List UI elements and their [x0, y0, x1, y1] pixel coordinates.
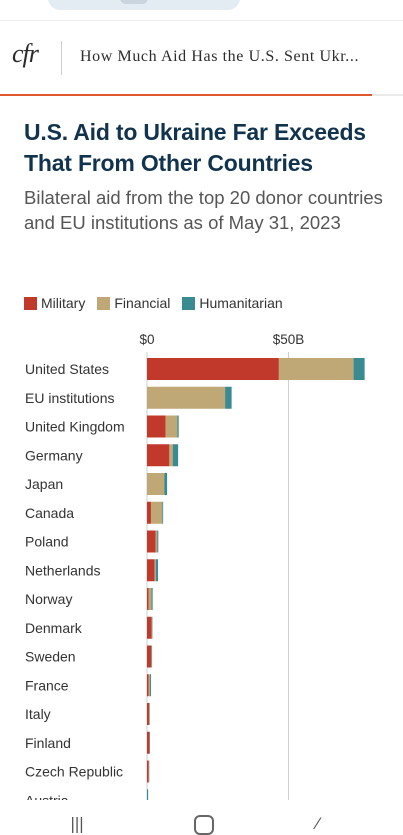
- bar-segment-military: [147, 646, 151, 668]
- reading-progress-bar: [0, 94, 372, 96]
- bar-segment-humanitarian: [152, 646, 153, 668]
- legend-swatch-military: [24, 297, 37, 310]
- logo-divider: [61, 41, 62, 75]
- bar-segment-humanitarian: [173, 444, 178, 466]
- bar-segment-financial: [147, 473, 164, 495]
- bar-segment-humanitarian: [225, 387, 232, 409]
- home-icon[interactable]: [194, 815, 214, 835]
- category-label: Czech Republic: [25, 764, 123, 780]
- bar-segment-financial: [147, 387, 225, 409]
- bar-segment-financial: [279, 358, 354, 380]
- legend-label-financial: Financial: [114, 295, 170, 311]
- bar-segment-financial: [149, 703, 150, 725]
- bar-segment-military: [147, 588, 149, 610]
- article-title[interactable]: How Much Aid Has the U.S. Sent Ukr...: [80, 48, 396, 66]
- category-label: United Kingdom: [25, 419, 125, 435]
- bar-segment-financial: [155, 559, 156, 581]
- legend-item-military: Military: [24, 295, 85, 311]
- bar-segment-humanitarian: [164, 473, 167, 495]
- bar-segment-military: [147, 732, 150, 754]
- reading-progress-track: [372, 94, 403, 96]
- category-label: France: [25, 677, 69, 693]
- category-label: Denmark: [25, 620, 83, 636]
- bar-segment-military: [147, 416, 166, 438]
- url-bar-content: [120, 0, 148, 4]
- stacked-bar-chart: $0 $50B United States EU institutions United…: [0, 322, 403, 800]
- category-label: United States: [25, 361, 109, 377]
- site-header: cfr How Much Aid Has the U.S. Sent Ukr..…: [0, 21, 403, 95]
- legend-item-humanitarian: Humanitarian: [182, 295, 282, 311]
- legend-swatch-humanitarian: [182, 297, 195, 310]
- x-tick-label: $0: [139, 332, 154, 347]
- bar-segment-military: [147, 531, 155, 553]
- x-tick-label: $50B: [273, 332, 305, 347]
- bar-segment-humanitarian: [157, 531, 158, 553]
- bar-segment-humanitarian: [152, 617, 153, 639]
- chart-subtitle: Bilateral aid from the top 20 donor coun…: [24, 186, 384, 235]
- bar-segment-financial: [166, 416, 178, 438]
- bar-segment-humanitarian: [162, 502, 163, 524]
- chart-legend: Military Financial Humanitarian: [24, 294, 295, 312]
- bar-segment-humanitarian: [150, 674, 151, 696]
- category-label: EU institutions: [25, 390, 114, 406]
- category-label: Netherlands: [25, 562, 101, 578]
- legend-label-military: Military: [41, 295, 85, 311]
- legend-item-financial: Financial: [97, 295, 170, 311]
- bar-segment-humanitarian: [152, 588, 153, 610]
- bar-segment-financial: [155, 531, 157, 553]
- chart-title: U.S. Aid to Ukraine Far Exceeds That Fro…: [24, 117, 394, 179]
- category-label: Germany: [25, 447, 83, 463]
- bar-segment-military: [147, 703, 149, 725]
- category-label: Canada: [25, 505, 74, 521]
- bar-segment-military: [147, 617, 152, 639]
- bar-segment-military: [147, 559, 155, 581]
- category-label: Poland: [25, 534, 69, 550]
- category-label: Italy: [25, 706, 51, 722]
- recent-apps-icon[interactable]: |||: [70, 814, 83, 833]
- bar-segment-financial: [149, 588, 152, 610]
- bar-segment-financial: [149, 674, 150, 696]
- bar-segment-military: [147, 444, 169, 466]
- bar-segment-military: [147, 358, 279, 380]
- category-label: Finland: [25, 735, 71, 751]
- bar-segment-humanitarian: [147, 789, 148, 800]
- legend-label-humanitarian: Humanitarian: [199, 295, 282, 311]
- bar-segment-humanitarian: [177, 416, 178, 438]
- bar-segment-financial: [151, 502, 162, 524]
- category-label: Sweden: [25, 649, 76, 665]
- cfr-logo[interactable]: cfr: [12, 39, 38, 69]
- category-label: Norway: [25, 591, 72, 607]
- category-label: Austria: [25, 792, 69, 800]
- bar-segment-military: [147, 502, 151, 524]
- bar-segment-military: [147, 674, 149, 696]
- bar-segment-humanitarian: [156, 559, 158, 581]
- bar-segment-humanitarian: [354, 358, 365, 380]
- legend-swatch-financial: [97, 297, 110, 310]
- bar-segment-financial: [169, 444, 172, 466]
- back-icon[interactable]: ⁄: [316, 814, 319, 833]
- bar-segment-military: [147, 761, 149, 783]
- category-label: Japan: [25, 476, 63, 492]
